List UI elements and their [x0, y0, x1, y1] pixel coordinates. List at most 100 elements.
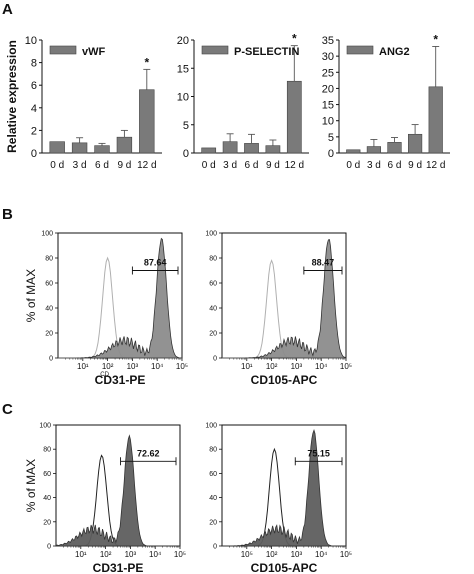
bar: [139, 89, 155, 154]
x-tick-label: 10¹: [75, 550, 87, 559]
x-tick-label: 12 d: [137, 160, 156, 171]
x-tick-label: 0 d: [346, 160, 360, 171]
y-tick-label: 5: [183, 120, 189, 132]
histogram-1: 0 20 40 60 80 100 10¹ 10² 10³ 10⁴ 10⁵ CD105-APC 88.4…: [205, 231, 352, 388]
x-tick-label: 10²: [266, 550, 278, 559]
bar-chart-0: 0 2 4 6 8 10 Relative expression 0 d 3 d 6 d 9 d * 1…: [5, 35, 162, 171]
x-tick-label: 10²: [266, 362, 278, 371]
y-tick-label: 2: [31, 125, 37, 137]
x-tick-label: 10⁵: [340, 550, 352, 559]
y-tick-label: 4: [31, 103, 37, 115]
x-tick-label: 6 d: [245, 160, 259, 171]
y-tick-label: 60: [45, 281, 53, 288]
y-tick-label: 20: [209, 331, 217, 338]
y-axis-label: Relative expression: [5, 40, 19, 153]
gate-percent-label: 88.47: [312, 258, 335, 268]
stained-histogram-area: [222, 429, 346, 547]
x-axis-label: CD31-PE: [93, 561, 144, 574]
y-tick-label: 100: [205, 423, 217, 430]
x-axis-label: CD31-PE: [95, 373, 146, 387]
y-tick-label: 80: [43, 447, 51, 454]
bar-chart-2: 0 5 10 15 20 25 30 35 0 d 3 d 6 d 9 d * 12 d ANG2: [322, 32, 450, 171]
x-tick-label: 9 d: [408, 160, 422, 171]
bar: [244, 143, 259, 154]
y-tick-label: 0: [213, 356, 217, 363]
y-tick-label: 100: [205, 231, 217, 238]
y-tick-label: 30: [322, 51, 334, 63]
y-tick-label: 5: [328, 132, 334, 144]
bar: [116, 136, 133, 154]
y-tick-label: 60: [43, 471, 51, 478]
y-tick-label: 80: [209, 447, 217, 454]
y-tick-label: 100: [39, 423, 51, 430]
y-tick-label: 60: [209, 471, 217, 478]
panel-a-bar-charts: 0 2 4 6 8 10 Relative expression 0 d 3 d 6 d 9 d * 1…: [5, 32, 450, 171]
gate-percent-label: 75.15: [307, 448, 330, 458]
x-tick-label: 10¹: [77, 362, 89, 371]
y-tick-label: 40: [209, 306, 217, 313]
bar-chart-1: 0 5 10 15 20 0 d 3 d 6 d 9 d * 12 d P-SELECTIN: [177, 32, 309, 171]
bar: [94, 145, 110, 154]
x-tick-label: 10³: [291, 362, 303, 371]
x-axis-label: CD105-APC: [251, 373, 318, 387]
histogram-3: 0 20 40 60 80 100 10⁵ 10² 10³ 10⁴ 10⁵ CD105-APC 75.1…: [205, 423, 352, 574]
x-tick-label: 3 d: [73, 160, 87, 171]
legend-swatch: [49, 45, 77, 55]
x-tick-label: 12 d: [285, 160, 304, 171]
y-tick-label: 15: [322, 100, 334, 112]
bar: [366, 146, 381, 154]
y-tick-label: 0: [213, 544, 217, 551]
stained-histogram-area: [222, 239, 347, 359]
y-tick-label: 60: [209, 281, 217, 288]
y-tick-label: 20: [45, 331, 53, 338]
stray-tick-label: CD: [100, 372, 109, 378]
y-tick-label: 40: [45, 306, 53, 313]
legend-swatch: [346, 45, 374, 55]
legend-label: P-SELECTIN: [234, 46, 299, 58]
x-tick-label: 6 d: [95, 160, 109, 171]
y-tick-label: 40: [43, 495, 51, 502]
x-tick-label: 10²: [102, 362, 114, 371]
x-tick-label: 10⁴: [151, 362, 164, 371]
gate-percent-label: 87.64: [144, 258, 167, 268]
significance-marker: *: [292, 32, 297, 46]
y-tick-label: 20: [209, 519, 217, 526]
x-tick-label: 12 d: [426, 160, 445, 171]
significance-marker: *: [433, 32, 438, 46]
y-tick-label: 6: [31, 80, 37, 92]
stained-histogram-area: [58, 237, 183, 359]
bar: [286, 80, 302, 154]
x-tick-label: 10³: [127, 362, 139, 371]
y-tick-label: 20: [43, 519, 51, 526]
legend-swatch: [201, 45, 229, 55]
panel-letter-a: A: [2, 1, 13, 18]
y-axis-label: % of MAX: [24, 459, 38, 512]
bar: [201, 147, 217, 154]
x-tick-label: 10⁵: [176, 362, 188, 371]
x-tick-label: 0 d: [50, 160, 64, 171]
y-tick-label: 100: [41, 231, 53, 238]
bar: [265, 145, 281, 154]
y-tick-label: 20: [322, 83, 334, 95]
gate-percent-label: 72.62: [137, 448, 160, 458]
x-tick-label: 9 d: [117, 160, 131, 171]
y-tick-label: 15: [177, 63, 189, 75]
x-tick-label: 6 d: [388, 160, 402, 171]
y-tick-label: 0: [47, 544, 51, 551]
x-tick-label: 10⁴: [315, 362, 328, 371]
plot-frame: [55, 424, 181, 547]
bar: [428, 86, 443, 154]
x-tick-label: 10⁴: [149, 550, 162, 559]
x-axis-label: CD105-APC: [251, 561, 318, 574]
y-tick-label: 40: [209, 495, 217, 502]
y-tick-label: 0: [49, 356, 53, 363]
y-tick-label: 0: [183, 148, 189, 160]
y-tick-label: 0: [31, 148, 37, 160]
x-tick-label: 10²: [100, 550, 112, 559]
y-tick-label: 10: [177, 92, 189, 104]
x-tick-label: 0 d: [202, 160, 216, 171]
legend-label: ANG2: [379, 46, 410, 58]
y-tick-label: 0: [328, 148, 334, 160]
histogram-0: 0 20 40 60 80 100 10¹ 10² 10³ 10⁴ 10⁵ CD31-PE % of M…: [24, 231, 188, 388]
panel-letter-b: B: [2, 206, 13, 223]
